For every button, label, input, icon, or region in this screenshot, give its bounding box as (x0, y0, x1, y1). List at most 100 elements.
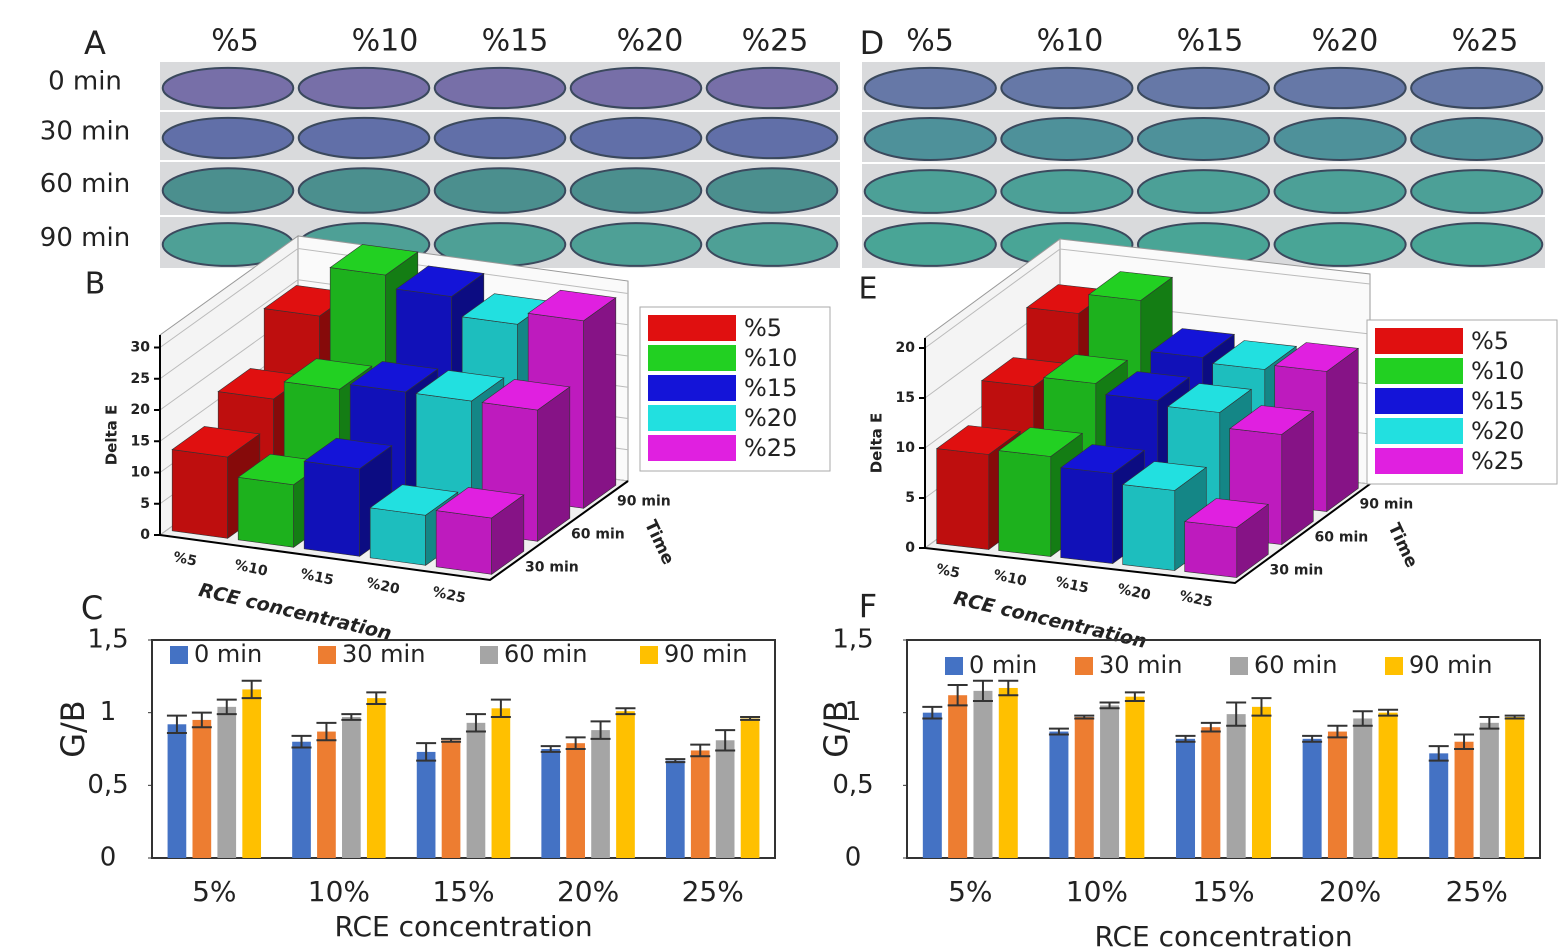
y-tick-label: 0 (845, 843, 862, 873)
legend-label: %15 (1471, 387, 1524, 415)
y-axis-label: G/B (817, 700, 855, 758)
legend-swatch (1075, 657, 1093, 675)
x-tick-label: 20% (557, 875, 619, 908)
x-axis-label: RCE concentration (1094, 920, 1352, 950)
y-tick-label: 10 (131, 465, 151, 481)
x-tick-label: 25% (1446, 875, 1508, 908)
bar (168, 724, 187, 858)
bar (1049, 732, 1068, 858)
column-label: %5 (211, 24, 259, 59)
bar (741, 718, 760, 858)
column-label: %5 (906, 24, 954, 59)
dish (865, 118, 996, 160)
panel-letter: E (859, 272, 878, 307)
bar-front (370, 508, 425, 566)
bar (973, 691, 992, 858)
bar (417, 752, 436, 858)
dish (1275, 170, 1406, 213)
y-axis-label: Delta E (868, 413, 886, 474)
legend-swatch (1230, 657, 1248, 675)
bar (666, 761, 685, 858)
x-tick-label: %5 (172, 549, 199, 570)
bar (1227, 714, 1246, 858)
y-tick-label: 0,5 (87, 770, 128, 800)
bar (242, 689, 261, 858)
z-tick-label: 30 min (1270, 563, 1324, 579)
bar (1303, 739, 1322, 858)
legend-swatch (648, 405, 736, 431)
x-tick-label: 10% (1066, 875, 1128, 908)
bar (541, 749, 560, 858)
error-bar (1074, 716, 1094, 719)
bar (1505, 717, 1524, 858)
error-bar (1378, 710, 1398, 716)
column-label: %20 (1312, 24, 1379, 59)
bar (566, 743, 585, 858)
legend-swatch (480, 646, 498, 664)
legend-label: %5 (744, 314, 782, 342)
bar-front (999, 451, 1051, 557)
bar (716, 740, 735, 858)
panel-letter: A (84, 24, 106, 62)
x-tick-label: %10 (233, 557, 269, 580)
legend-label: %20 (1471, 417, 1524, 445)
y-tick-label: 1,5 (87, 625, 128, 655)
x-axis-label: RCE concentration (334, 910, 592, 943)
bar (1125, 697, 1144, 858)
column-label: %10 (1037, 24, 1104, 59)
y-tick-label: 0 (100, 843, 117, 873)
panel-letter: C (81, 589, 103, 627)
x-tick-label: 15% (1192, 875, 1254, 908)
z-tick-label: 90 min (1360, 497, 1414, 513)
legend-swatch (170, 646, 188, 664)
bar-side (1282, 411, 1314, 544)
column-label: %20 (617, 24, 684, 59)
legend-label: 0 min (969, 651, 1037, 679)
bar (591, 730, 610, 858)
bar-side (538, 387, 570, 541)
y-axis-label: G/B (54, 700, 92, 758)
bar (1100, 705, 1119, 858)
dish (1275, 68, 1406, 108)
bar (616, 711, 635, 858)
dish (435, 68, 566, 108)
bar (1429, 753, 1448, 858)
dish (865, 170, 996, 213)
legend-label: %15 (744, 374, 797, 402)
bar (342, 717, 361, 858)
dish (865, 68, 996, 108)
y-tick-label: 15 (131, 433, 150, 449)
legend-label: %20 (744, 404, 797, 432)
bar-front (238, 477, 293, 547)
bar (367, 698, 386, 858)
bar-front (1123, 485, 1175, 571)
dish (1138, 170, 1269, 213)
bar (1353, 718, 1372, 858)
legend-swatch (1375, 418, 1463, 444)
legend-swatch (648, 345, 736, 371)
legend-swatch (1385, 657, 1403, 675)
legend-swatch (1375, 358, 1463, 384)
bar (317, 732, 336, 858)
y-tick-label: 0,5 (832, 770, 873, 800)
z-tick-label: 30 min (525, 560, 579, 576)
dish (571, 68, 702, 108)
panel-letter: B (85, 267, 106, 302)
bar (923, 713, 942, 858)
y-tick-label: 0 (140, 527, 150, 543)
dish (1001, 170, 1132, 213)
bar (999, 688, 1018, 858)
legend-label: 0 min (194, 640, 262, 668)
legend-label: 60 min (1254, 651, 1337, 679)
bar (1176, 739, 1195, 858)
z-axis-label: Time (1384, 520, 1422, 571)
dish (1411, 170, 1542, 213)
legend-label: 90 min (664, 640, 747, 668)
dish (299, 68, 430, 108)
dish (571, 168, 702, 213)
y-tick-label: 20 (896, 340, 916, 356)
dish (299, 118, 430, 158)
legend-swatch (648, 375, 736, 401)
column-label: %25 (1452, 24, 1519, 59)
legend-label: %10 (744, 344, 797, 372)
